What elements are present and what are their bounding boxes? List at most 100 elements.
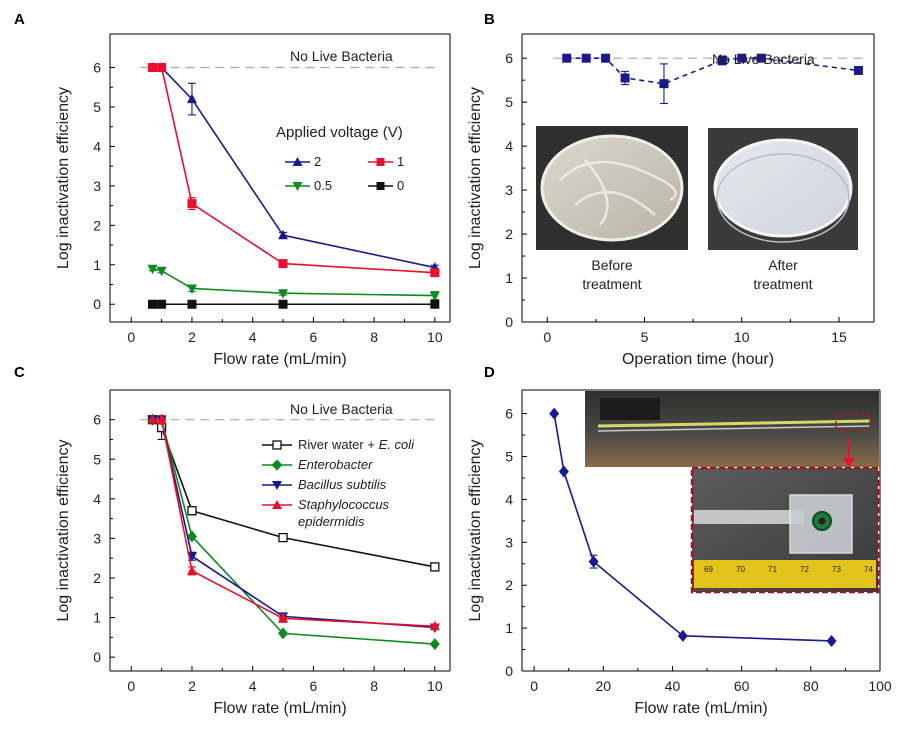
panel-c-letter: C [14,364,25,381]
panel-b-x-tick-label: 0 [543,329,551,345]
bench-cabinet [600,398,660,420]
panel-a-series-3 [148,299,440,309]
legend-marker-river-water [272,440,282,450]
panel-d-x-tick-label: 60 [734,678,750,694]
panel-a-y-tick-label: 0 [93,296,101,312]
panel-a-series-1 [148,63,440,278]
ruler-tick-label: 69 [704,565,713,574]
panel-a-y-tick-label: 1 [93,257,101,273]
panel-c-y-tick-label: 4 [93,491,101,507]
panel-a-data-point [429,291,440,302]
after-caption-line1: After [768,257,798,273]
ruler-tick-label: 72 [800,565,809,574]
panel-c-data-point [187,506,197,516]
panel-c-x-tick-label: 10 [427,678,443,694]
before-petri-dish [540,134,684,242]
panel-d-letter: D [484,364,495,381]
panel-c-x-tick-label: 8 [370,678,378,694]
panel-a-data-point [186,93,197,104]
panel-d-y-tick-label: 4 [505,491,513,507]
panel-d-plot: 0 20 40 60 80 100 0 1 2 3 4 5 6 Flow rate (mL/min) Log… [467,390,892,717]
panel-b-x-tick-label: 5 [641,329,649,345]
panel-b-data-point [620,73,630,83]
legend-marker-0 [376,182,385,190]
legend-label-enterobacter: Enterobacter [298,457,373,472]
panel-d-data-point [826,634,837,647]
panel-c-data-point [186,565,197,575]
after-petri-dish [713,138,853,238]
legend-label-river-water-prefix: River water + [298,437,379,452]
zoom-arrow-head [843,458,855,467]
panel-b-y-tick-label: 6 [505,50,513,66]
panel-c-data-point [156,414,167,424]
panel-b-y-tick-label: 4 [505,138,513,154]
panel-d-data-point [558,465,569,478]
panel-a-x-tick-label: 0 [127,329,135,345]
panel-c-data-point [278,612,289,623]
panel-b-annotation: No Live Bacteria [712,51,815,67]
panel-d-x-tick-label: 80 [803,678,819,694]
panel-a-x-tick-label: 6 [309,329,317,345]
panel-c-data-point [278,532,288,543]
panel-d-series-0 [549,407,837,647]
panel-d-y-tick-label: 5 [505,448,513,464]
panel-c-data-point [278,627,289,640]
panel-c: C 0 2 4 6 8 10 0 1 2 3 4 5 6 Flow rate (mL/min) Log in… [14,364,451,717]
panel-a-data-point [278,229,289,240]
panel-c-x-tick-label: 4 [249,678,257,694]
panel-a-series-1-line [152,66,435,274]
closeup-ruler [694,560,876,588]
panel-c-y-tick-label: 0 [93,649,101,665]
ruler-tick-label: 74 [864,565,873,574]
panel-a-data-point [148,299,157,309]
panel-c-data-point [430,562,440,572]
panel-a-y-axis-title: Log inactivation efficiency [55,87,72,269]
legend-label-staphylococcus-line2: epidermidis [298,514,365,529]
panel-b-x-tick-label: 10 [734,329,750,345]
panel-b-y-tick-label: 2 [505,226,513,242]
panel-d-x-tick-label: 0 [530,678,538,694]
bench-tube-shadow [597,425,871,432]
panel-b-data-point [659,79,669,89]
panel-d-data-point [549,407,560,420]
panel-c-y-tick-label: 1 [93,610,101,626]
legend-label-0-5: 0.5 [314,178,332,193]
after-plate-photo [708,128,858,250]
panel-c-x-tick-label: 2 [188,678,196,694]
panel-b-data-point [717,55,727,65]
panel-c-y-tick-label: 3 [93,530,101,546]
bench-highlight-box [835,413,871,431]
panel-d-x-tick-label: 100 [868,678,892,694]
legend-label-river-water-italic: E. coli [379,437,416,452]
panel-b-data-point [601,53,611,63]
panel-d-data-point [677,629,688,642]
legend-marker-1 [376,158,385,166]
legend-label-river-water: River water + E. coli [298,437,415,452]
panel-d-x-axis-title: Flow rate (mL/min) [634,700,767,717]
legend-label-0: 0 [397,178,404,193]
panel-c-x-tick-label: 6 [309,678,317,694]
panel-b-data-point [562,53,572,63]
panel-a-y-tick-label: 3 [93,178,101,194]
legend-marker-2 [292,157,303,166]
panel-d-x-tick-label: 20 [595,678,611,694]
after-petri-rim [716,153,850,243]
legend-marker-bacillus [272,481,282,490]
panel-a-y-tick-label: 6 [93,60,101,76]
panel-d-y-tick-label: 6 [505,406,513,422]
setup-bench-photo [585,391,879,467]
panel-d-data-point [588,555,599,568]
panel-b-y-tick-label: 0 [505,314,513,330]
panel-b-data-point [756,53,766,63]
closeup-fitting-center [818,517,826,525]
panel-a-data-point [278,259,288,269]
legend-label-staphylococcus: Staphylococcus epidermidis [298,497,390,529]
ruler-tick-label: 70 [736,565,745,574]
device-closeup-photo [690,466,880,594]
panel-a-legend: 2 1 0.5 0 [285,154,404,193]
panel-a-legend-title: Applied voltage (V) [276,124,403,141]
panel-c-annotation: No Live Bacteria [290,401,393,417]
panel-c-data-point [429,638,440,651]
